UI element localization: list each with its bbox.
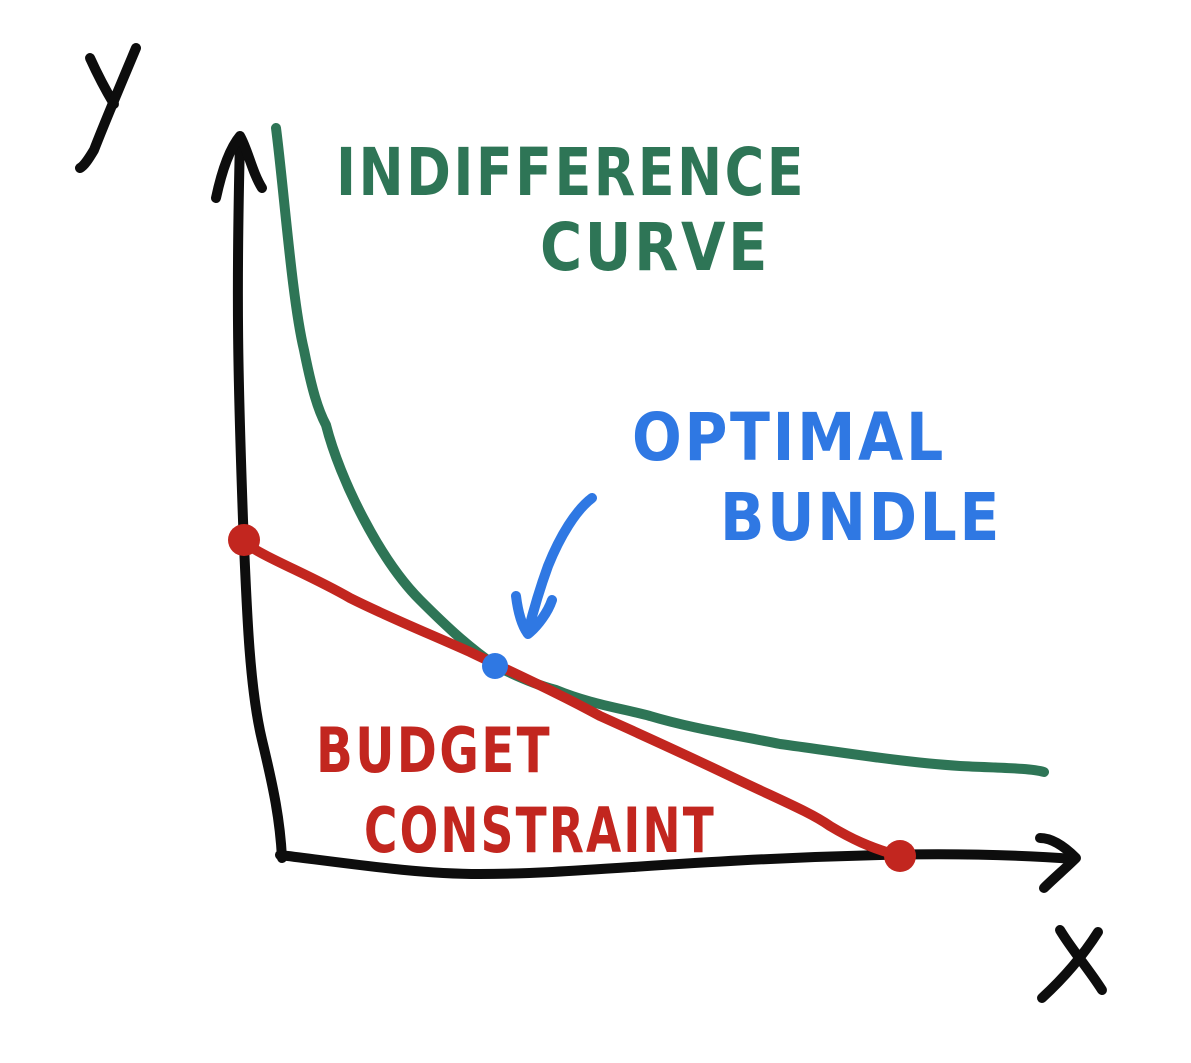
y-axis-arrowhead	[211, 131, 267, 203]
budget-x-intercept-point	[884, 840, 916, 872]
budget-y-intercept-point	[228, 524, 260, 556]
x-axis	[275, 833, 1081, 893]
x-axis-line	[275, 849, 1079, 879]
x-axis-arrowhead	[1035, 833, 1081, 893]
optimal-bundle-label-line2: BUNDLE	[720, 479, 1002, 556]
y-axis-line	[232, 135, 287, 863]
y-axis	[211, 131, 287, 863]
indifference-curve-label-line1: INDIFFERENCE	[336, 134, 806, 211]
optimal-bundle-point	[482, 653, 508, 679]
optimal-bundle-label-line1: OPTIMAL	[632, 399, 946, 476]
x-axis-label-glyph	[1037, 925, 1107, 1003]
budget-constraint-label-line1: BUDGET	[316, 714, 552, 787]
optimal-bundle-arrow	[511, 493, 597, 639]
indifference-curve-label-line2: CURVE	[540, 209, 770, 286]
y-axis-label-glyph	[75, 43, 141, 173]
budget-constraint-line	[241, 539, 905, 861]
budget-constraint-label-line2: CONSTRAINT	[364, 794, 716, 867]
